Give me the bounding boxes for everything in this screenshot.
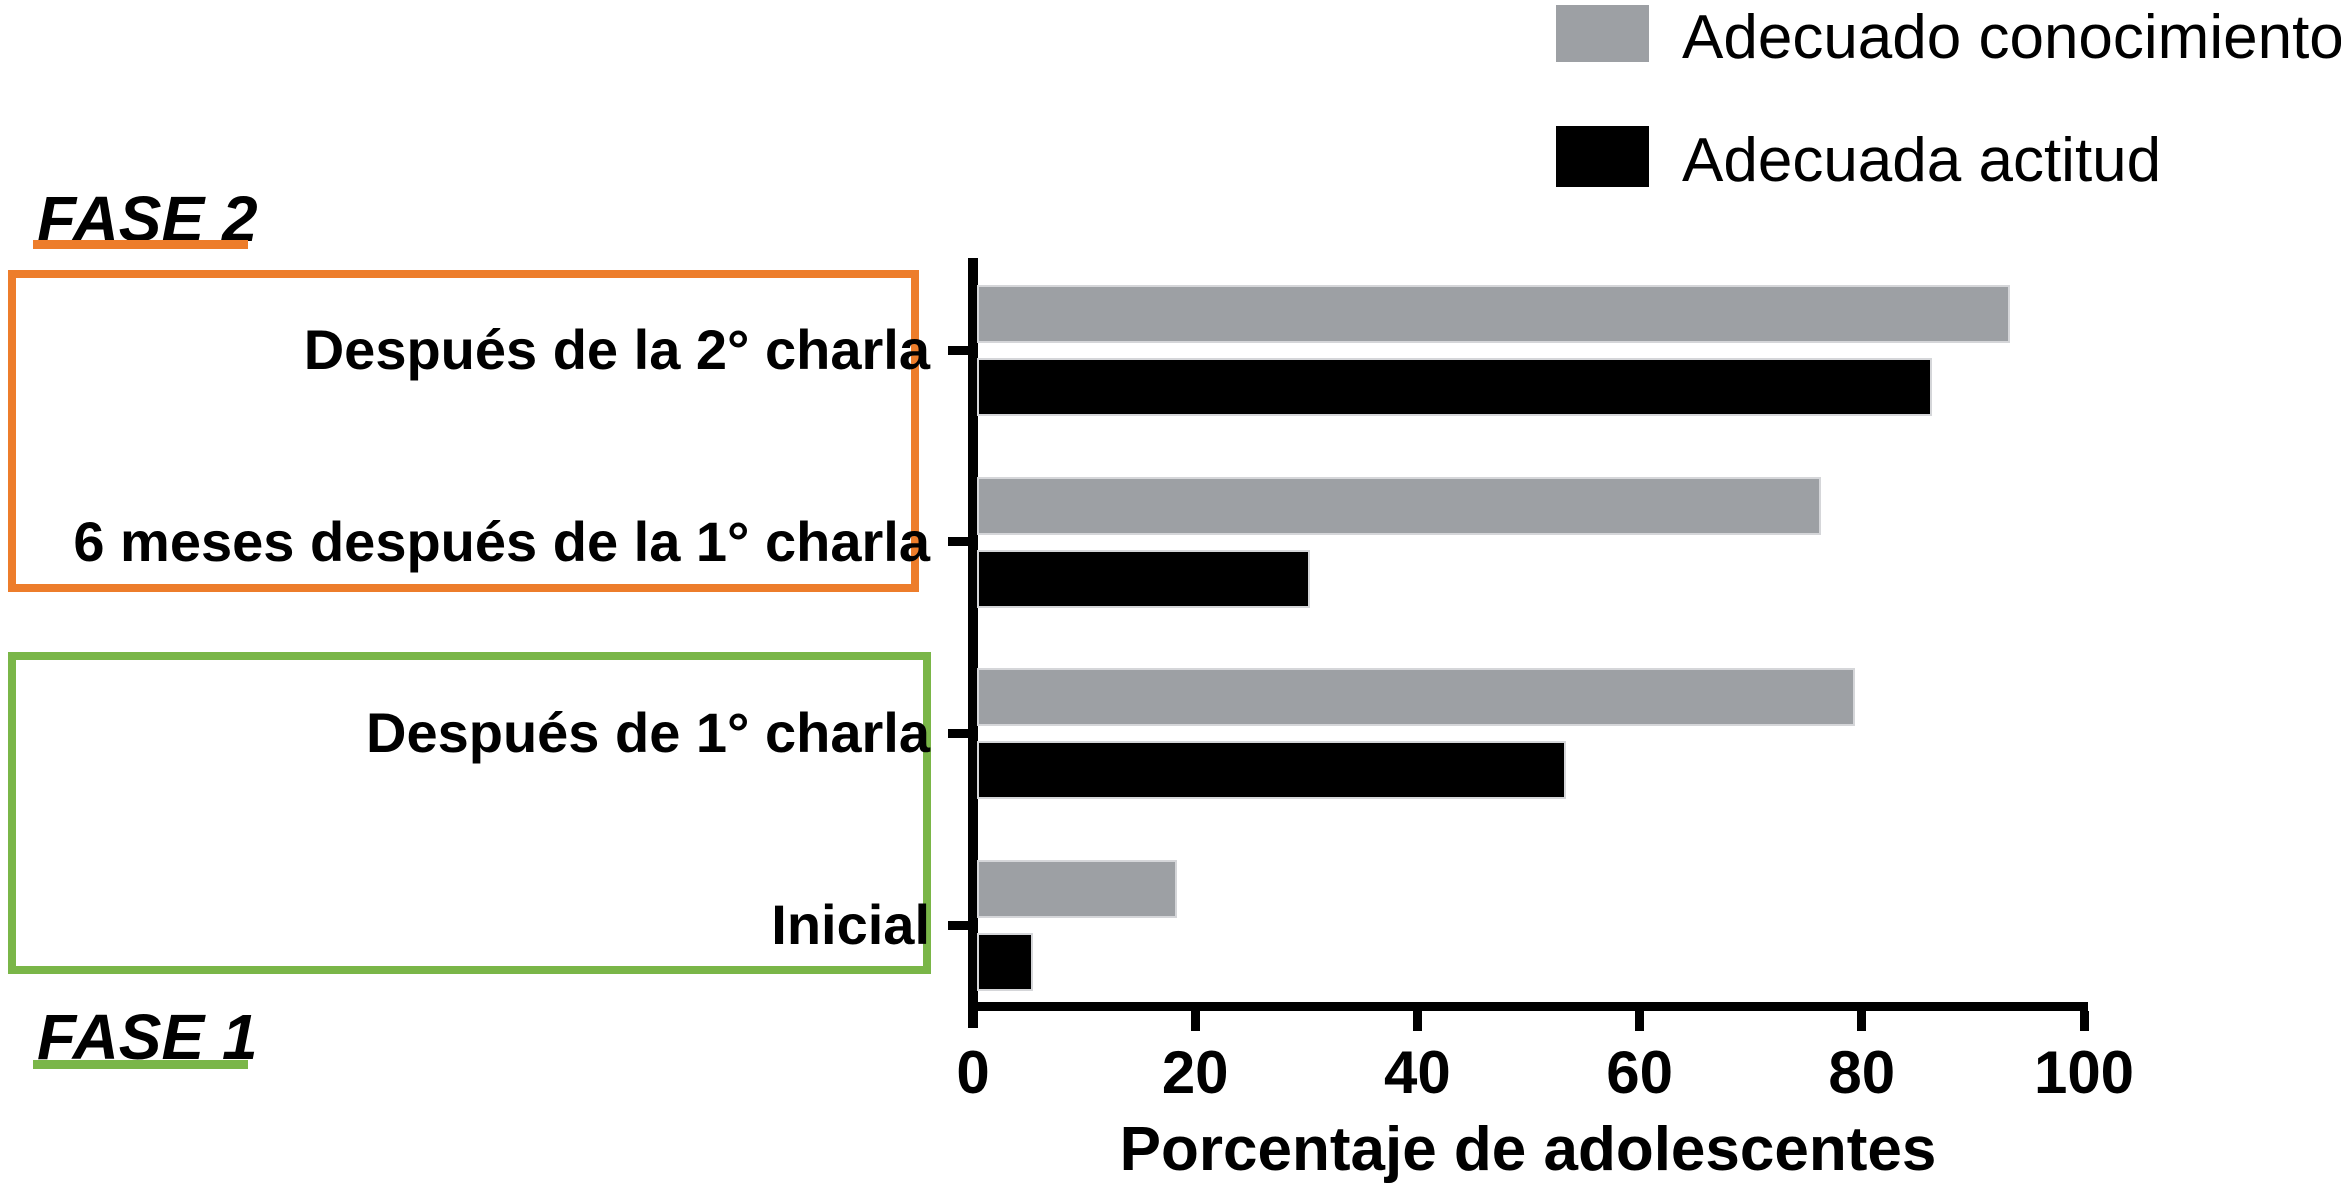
legend-swatch-conocimiento (1556, 5, 1649, 62)
x-tick-label-80: 80 (1828, 1039, 1896, 1106)
x-tick-80 (1857, 1011, 1867, 1031)
x-tick-label-100: 100 (2033, 1039, 2135, 1106)
bar-conocimiento-0 (977, 285, 2011, 343)
legend-swatch-actitud (1556, 126, 1649, 187)
x-tick-label-60: 60 (1606, 1039, 1673, 1106)
x-tick-100 (2079, 1011, 2089, 1031)
bar-actitud-2 (977, 741, 1566, 800)
x-tick-20 (1190, 1011, 1200, 1031)
x-tick-label-0: 0 (956, 1039, 990, 1106)
x-tick-40 (1412, 1011, 1422, 1031)
category-label-0: Después de la 2° charla (303, 318, 930, 381)
x-tick-label-40: 40 (1384, 1039, 1451, 1106)
bar-conocimiento-2 (977, 668, 1855, 727)
x-axis-line (968, 1002, 2088, 1011)
category-tick-1 (948, 537, 968, 547)
category-label-2: Después de 1° charla (366, 701, 930, 765)
y-axis-line (968, 258, 978, 1028)
legend-label-actitud: Adecuada actitud (1682, 126, 2162, 195)
category-tick-3 (948, 920, 968, 930)
fase1-group-box (8, 652, 931, 974)
bar-conocimiento-3 (977, 860, 1177, 919)
bar-conocimiento-1 (977, 476, 1822, 535)
bar-actitud-3 (977, 933, 1033, 992)
x-tick-60 (1635, 1011, 1645, 1031)
fase2-group-box (8, 270, 919, 592)
bar-actitud-0 (977, 358, 1933, 416)
category-tick-2 (948, 728, 968, 738)
category-label-3: Inicial (771, 893, 930, 957)
x-tick-label-20: 20 (1161, 1039, 1229, 1106)
fase2-underline (33, 240, 248, 249)
legend-label-conocimiento: Adecuado conocimiento (1682, 3, 2341, 72)
x-axis-title: Porcentaje de adolescentes (1119, 1115, 1937, 1184)
bar-actitud-1 (977, 549, 1311, 608)
category-tick-0 (948, 345, 968, 355)
fase1-underline (33, 1060, 248, 1069)
category-label-1: 6 meses después de la 1° charla (73, 509, 930, 573)
